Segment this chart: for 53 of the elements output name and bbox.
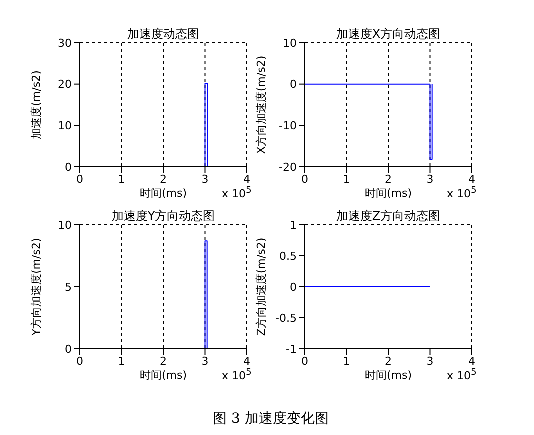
x-tick-label: 4	[244, 172, 250, 186]
y-tick-label: 10	[58, 218, 72, 232]
x-tick-label: 4	[244, 354, 250, 368]
text: x 10$^{5}$	[447, 367, 477, 383]
x-tick-label: 4	[468, 354, 476, 368]
x-tick-label: 4	[468, 172, 476, 186]
y-tick-label: 0	[65, 342, 72, 356]
x-tick-label: 1	[343, 172, 350, 186]
y-axis-title: X方向加速度(m/s2)	[254, 56, 268, 154]
y-tick-label: -10	[279, 120, 297, 133]
y-tick-label: -1	[286, 342, 297, 356]
y-tick-label: 0	[290, 280, 297, 294]
x-tick-label: 0	[302, 354, 308, 368]
x-tick-label: 2	[160, 172, 167, 186]
y-tick-label: 5	[65, 280, 72, 294]
y-tick-label: 0.5	[280, 250, 297, 263]
y-tick-label: 1	[290, 218, 297, 232]
text: x 10$^{5}$	[222, 367, 252, 383]
y-axis-title: Y方向加速度(m/s2)	[30, 238, 43, 337]
chart-title: 加速度Y方向动态图	[110, 208, 216, 225]
y-tick-label: -20	[279, 160, 297, 174]
x-axis-title: 时间(ms)	[140, 369, 188, 382]
chart-title: 加速度X方向动态图	[335, 26, 442, 43]
y-tick-label: 10	[58, 120, 72, 133]
y-tick-label: 30	[58, 36, 72, 50]
x-tick-label: 2	[160, 354, 167, 368]
x-tick-label: 1	[118, 172, 126, 186]
text: x 10$^{5}$	[447, 185, 477, 201]
x-tick-label: 3	[426, 172, 434, 186]
y-tick-label: 20	[58, 78, 72, 92]
x-tick-label: 3	[202, 354, 209, 368]
y-axis-title: Z方向加速度(m/s2)	[254, 238, 268, 336]
y-axis-title: 加速度(m/s2)	[30, 70, 43, 140]
y-tick-label: 0	[290, 78, 297, 92]
chart-title: 加速度Z方向动态图	[335, 208, 442, 225]
y-tick-label: 10	[283, 36, 297, 50]
x-tick-label: 1	[118, 354, 126, 368]
y-tick-label: -0.5	[276, 312, 297, 325]
chart-title: 加速度动态图	[126, 26, 200, 43]
x-axis-title: 时间(ms)	[140, 187, 188, 200]
x-tick-label: 3	[202, 172, 209, 186]
caption: 图 3 加速度变化图	[212, 410, 330, 428]
x-tick-label: 2	[385, 354, 392, 368]
text: x 10$^{5}$	[222, 185, 252, 201]
x-axis-title: 时间(ms)	[364, 369, 412, 382]
x-tick-label: 0	[302, 172, 308, 186]
x-tick-label: 0	[76, 354, 84, 368]
x-axis-title: 时间(ms)	[364, 187, 412, 200]
x-tick-label: 0	[76, 172, 84, 186]
y-tick-label: 0	[65, 160, 72, 174]
x-tick-label: 2	[385, 172, 392, 186]
x-tick-label: 3	[426, 354, 434, 368]
x-tick-label: 1	[343, 354, 350, 368]
